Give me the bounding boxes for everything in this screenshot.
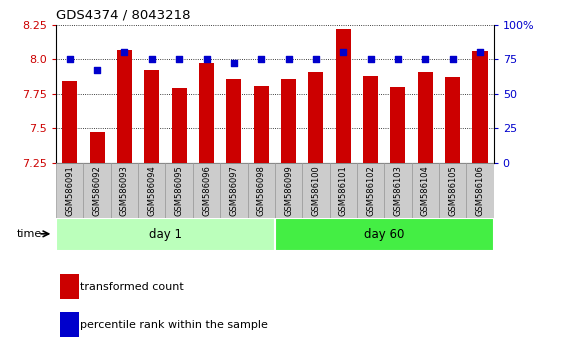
Bar <box>281 79 296 163</box>
Point <box>284 56 293 62</box>
Point <box>393 56 402 62</box>
Text: GSM586097: GSM586097 <box>229 166 238 216</box>
Bar <box>172 88 187 163</box>
Bar <box>309 72 324 163</box>
Point <box>366 56 375 62</box>
Text: GSM586096: GSM586096 <box>202 166 211 216</box>
Point <box>339 50 348 55</box>
Bar <box>439 163 466 218</box>
Bar <box>390 87 406 163</box>
Text: GSM586103: GSM586103 <box>393 166 402 216</box>
Text: GSM586099: GSM586099 <box>284 166 293 216</box>
Bar <box>275 163 302 218</box>
Text: time: time <box>17 229 42 239</box>
Bar <box>61 274 79 299</box>
Point <box>257 56 266 62</box>
Bar <box>418 72 433 163</box>
Text: GSM586105: GSM586105 <box>448 166 457 216</box>
Text: GSM586100: GSM586100 <box>311 166 320 216</box>
Bar <box>165 163 193 218</box>
Bar <box>472 51 488 163</box>
Bar <box>84 163 111 218</box>
Bar <box>61 313 79 337</box>
Bar <box>226 79 241 163</box>
Point <box>311 56 320 62</box>
Point <box>148 56 157 62</box>
Point <box>229 61 238 66</box>
Bar <box>199 63 214 163</box>
Text: GSM586106: GSM586106 <box>476 166 485 216</box>
Text: GSM586092: GSM586092 <box>93 166 102 216</box>
Bar <box>466 163 494 218</box>
Bar <box>357 163 384 218</box>
Bar <box>254 86 269 163</box>
Text: GSM586098: GSM586098 <box>257 166 266 216</box>
Bar <box>384 163 412 218</box>
Text: GSM586104: GSM586104 <box>421 166 430 216</box>
Bar <box>56 163 84 218</box>
Bar <box>193 163 220 218</box>
Point <box>421 56 430 62</box>
Point <box>120 50 129 55</box>
Bar <box>56 218 275 251</box>
Text: GSM586095: GSM586095 <box>174 166 183 216</box>
Text: GSM586102: GSM586102 <box>366 166 375 216</box>
Bar <box>138 163 165 218</box>
Text: percentile rank within the sample: percentile rank within the sample <box>80 320 268 330</box>
Bar <box>275 218 494 251</box>
Bar <box>302 163 329 218</box>
Point <box>65 56 74 62</box>
Text: GDS4374 / 8043218: GDS4374 / 8043218 <box>56 9 191 22</box>
Bar <box>111 163 138 218</box>
Text: day 60: day 60 <box>364 228 404 241</box>
Bar <box>62 81 77 163</box>
Bar <box>445 77 460 163</box>
Point <box>202 56 211 62</box>
Bar <box>412 163 439 218</box>
Bar <box>335 29 351 163</box>
Text: day 1: day 1 <box>149 228 182 241</box>
Bar <box>90 132 105 163</box>
Point <box>93 68 102 73</box>
Text: GSM586093: GSM586093 <box>120 166 129 216</box>
Bar <box>144 70 159 163</box>
Text: GSM586094: GSM586094 <box>148 166 157 216</box>
Text: GSM586101: GSM586101 <box>339 166 348 216</box>
Bar <box>247 163 275 218</box>
Bar <box>220 163 247 218</box>
Bar <box>363 76 378 163</box>
Text: GSM586091: GSM586091 <box>65 166 74 216</box>
Bar <box>117 50 132 163</box>
Point <box>476 50 485 55</box>
Point <box>174 56 183 62</box>
Bar <box>330 163 357 218</box>
Text: transformed count: transformed count <box>80 282 184 292</box>
Point <box>448 56 457 62</box>
